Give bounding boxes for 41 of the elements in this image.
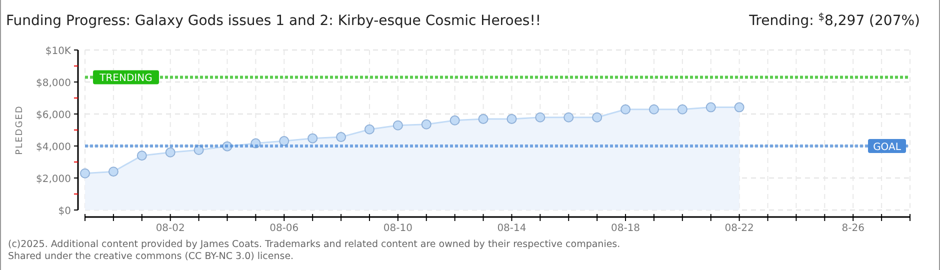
x-tick-label: 8-26 [842, 223, 864, 234]
point [706, 102, 716, 112]
x-tick-label: 08-02 [156, 223, 185, 234]
point [308, 133, 318, 144]
y-tick-label: $4,000 [36, 142, 71, 153]
ref-line-label: GOAL [873, 142, 902, 153]
y-tick-label: $0 [58, 206, 71, 217]
y-tick-label: $6,000 [36, 110, 71, 121]
x-tick-label: 08-22 [724, 223, 754, 234]
x-tick-label: 08-18 [610, 223, 640, 234]
x-tick-label: 08-10 [383, 223, 412, 234]
point [620, 104, 631, 114]
y-tick-label: $10K [45, 46, 72, 57]
x-tick-label: 08-06 [270, 223, 299, 234]
point [136, 150, 147, 161]
chart-title: Funding Progress: Galaxy Gods issues 1 and 2: Kirby-esque Cosmic Heroes!! [6, 13, 541, 29]
point [364, 124, 374, 134]
point [392, 120, 403, 130]
x-tick-label: 08-14 [497, 223, 526, 234]
y-tick-label: $2,000 [36, 174, 71, 185]
text: Shared under the creative commons (CC BY-NC 3.0) license. [8, 251, 294, 262]
point [165, 147, 176, 158]
point [478, 114, 488, 124]
point [336, 132, 346, 142]
y-tick-label: $8,000 [36, 78, 71, 89]
text: (c)2025. Additional content provided by James Coats. Trademarks and related content are owned by their respective companies. [8, 239, 620, 250]
point [734, 102, 744, 112]
point [677, 104, 688, 114]
point [506, 114, 517, 124]
point [648, 104, 659, 114]
point [535, 112, 546, 122]
point [450, 115, 460, 126]
point [279, 136, 290, 146]
ref-line-label: TRENDING [98, 73, 152, 84]
point [564, 112, 574, 122]
point [592, 112, 602, 122]
y-axis-title: PLEDGED [15, 105, 25, 155]
point [80, 168, 90, 178]
point [421, 119, 432, 130]
point [108, 166, 118, 177]
chart-subtitle: Trending: $^{$}$8,297 (207%) [748, 12, 920, 29]
